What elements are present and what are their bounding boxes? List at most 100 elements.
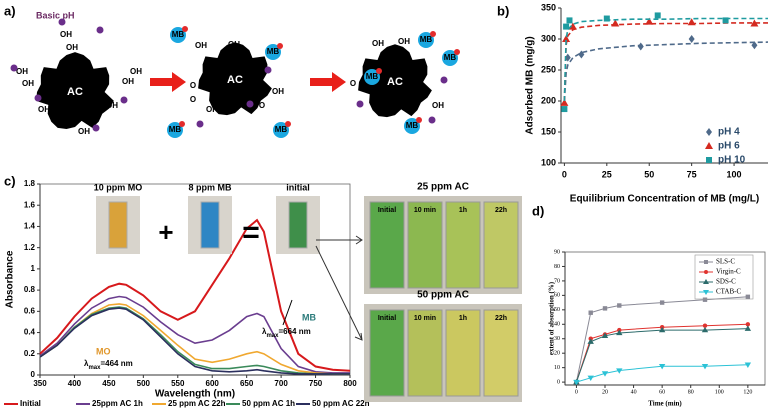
time-label: Initial <box>378 315 396 322</box>
legend-label: pH 4 <box>718 127 740 138</box>
marker <box>751 41 758 50</box>
undefined: OH <box>432 101 444 110</box>
anion <box>34 94 42 102</box>
marker <box>706 128 712 136</box>
legend-label: SLS-C <box>716 258 735 266</box>
y-tick-label: 1 <box>31 264 36 273</box>
legend-label: pH 6 <box>718 141 740 152</box>
anion <box>10 64 18 72</box>
marker <box>562 35 571 42</box>
anion <box>264 66 272 74</box>
marker <box>566 17 573 24</box>
y-tick-label: 40 <box>554 322 560 328</box>
undefined: OH <box>66 43 78 52</box>
y-tick-label: 0.2 <box>24 349 36 358</box>
panel-label: c) <box>4 173 16 188</box>
pointer <box>315 235 363 341</box>
marker <box>617 303 622 308</box>
cuvette <box>407 201 443 289</box>
marker <box>658 326 666 333</box>
lambda-label: λmax=464 nm <box>84 359 133 370</box>
legend-label: CTAB-C <box>716 288 741 296</box>
lambda-symbol: λ <box>262 327 267 336</box>
undefined: OH <box>372 39 384 48</box>
y-tick-label: 200 <box>541 95 556 105</box>
adsorbent-label: AC <box>387 76 403 88</box>
cuvette <box>407 309 443 397</box>
dye-charge <box>182 26 188 32</box>
y-axis-title: extent of absorption (%) <box>548 281 556 355</box>
dye-charge <box>277 43 283 49</box>
y-tick-label: 100 <box>541 157 556 167</box>
y-tick-label: 50 <box>554 307 560 313</box>
marker <box>573 379 580 386</box>
marker <box>659 300 665 305</box>
marker <box>637 42 644 51</box>
y-tick-label: 10 <box>554 365 560 371</box>
marker <box>745 322 751 327</box>
undefined: OH <box>22 79 34 88</box>
dye-charge <box>285 121 291 127</box>
undefined: OH <box>272 87 284 96</box>
operator: = <box>242 216 260 249</box>
cuvette <box>200 201 220 249</box>
lambda-sub: max <box>266 333 279 339</box>
marker <box>568 22 577 30</box>
x-tick-label: 60 <box>659 389 665 395</box>
dye-molecule <box>273 122 289 138</box>
series-line <box>575 323 748 383</box>
marker <box>706 157 712 163</box>
undefined: OH <box>78 127 90 136</box>
lambda-label: λmax=664 nm <box>262 327 311 338</box>
photo-label: 8 ppm MB <box>188 182 232 192</box>
arrow <box>310 72 346 92</box>
legend-label: 25 ppm AC 22h <box>168 399 226 408</box>
marker <box>602 306 608 311</box>
x-tick-label: 75 <box>687 169 697 179</box>
dye-molecule <box>170 27 186 43</box>
legend-label: SDS-C <box>716 278 736 286</box>
dye-molecule <box>418 32 434 48</box>
dye-label: MB <box>444 53 457 62</box>
cuvette <box>483 201 519 289</box>
x-axis-title: Equilibrium Concentration of MB (mg/L) <box>570 194 759 205</box>
marker <box>560 98 569 106</box>
cuvette <box>369 201 405 289</box>
x-axis-title: Wavelength (nm) <box>155 389 235 400</box>
dye-molecule <box>167 122 183 138</box>
dye-label: MB <box>366 72 379 81</box>
x-tick-label: 800 <box>343 379 357 388</box>
y-tick-label: 0.6 <box>24 306 36 315</box>
marker <box>701 326 709 333</box>
dye-charge <box>416 117 422 123</box>
spectrum-line <box>39 295 350 374</box>
marker <box>601 332 609 339</box>
undefined: O <box>259 101 265 110</box>
marker <box>705 142 713 149</box>
adsorbent-particle <box>358 44 432 118</box>
undefined: OH <box>38 105 50 114</box>
undefined: OH <box>16 67 28 76</box>
anion <box>356 100 364 108</box>
pointer <box>282 299 293 326</box>
x-tick-label: 350 <box>33 379 47 388</box>
cuvette <box>288 201 308 249</box>
fit-curve <box>563 41 769 102</box>
marker <box>654 12 661 19</box>
dye-molecule <box>404 118 420 134</box>
x-tick-label: 750 <box>309 379 323 388</box>
marker <box>658 364 666 370</box>
y-tick-label: 350 <box>541 2 556 12</box>
fit-curve <box>563 22 768 102</box>
anion <box>96 26 104 34</box>
y-tick-label: 0.4 <box>24 328 36 337</box>
marker <box>750 19 759 27</box>
time-label: Initial <box>378 207 396 214</box>
undefined: OH <box>228 40 240 49</box>
cuvette <box>445 201 481 289</box>
x-tick-label: 50 <box>644 169 654 179</box>
marker <box>703 279 709 284</box>
marker <box>611 19 620 27</box>
marker <box>744 362 752 368</box>
y-axis-title: Adsorbed MB (mg/g) <box>525 36 536 134</box>
